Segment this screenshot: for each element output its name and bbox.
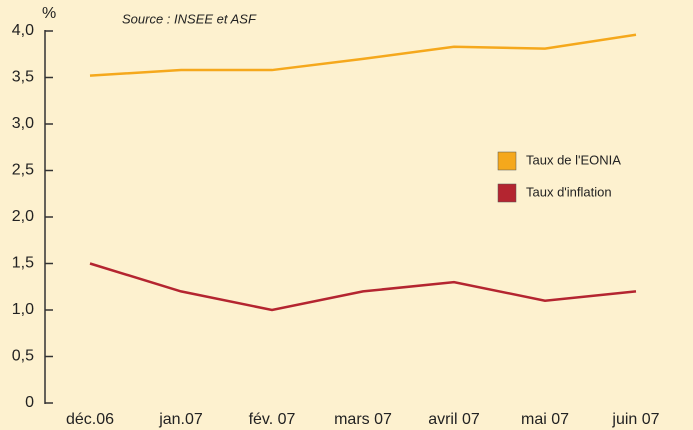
- y-tick-label: 2,5: [12, 162, 34, 179]
- legend-label: Taux de l'EONIA: [526, 152, 621, 167]
- legend-swatch: [497, 183, 517, 203]
- y-tick-label: 0,5: [12, 348, 34, 365]
- x-tick-label: jan.07: [158, 411, 203, 428]
- x-tick-label: déc.06: [66, 411, 114, 428]
- x-tick-label: mai 07: [521, 411, 569, 428]
- y-tick-label: 2,0: [12, 208, 34, 225]
- legend-label: Taux d'inflation: [526, 184, 612, 199]
- legend-swatch: [497, 151, 517, 171]
- x-tick-label: juin 07: [611, 411, 659, 428]
- y-tick-label: 3,5: [12, 69, 34, 86]
- y-tick-label: 3,0: [12, 115, 34, 132]
- y-axis-label: %: [42, 5, 56, 22]
- y-tick-label: 4,0: [12, 22, 34, 39]
- series-line: [89, 262, 637, 312]
- series-line: [89, 33, 637, 77]
- x-tick-label: avril 07: [428, 411, 480, 428]
- y-tick-label: 1,0: [12, 301, 34, 318]
- x-tick-label: mars 07: [334, 411, 392, 428]
- y-tick-label: 1,5: [12, 255, 34, 272]
- annotation: Source : INSEE et ASF: [122, 11, 257, 26]
- y-tick-label: 0: [25, 394, 34, 411]
- x-tick-label: fév. 07: [249, 411, 296, 428]
